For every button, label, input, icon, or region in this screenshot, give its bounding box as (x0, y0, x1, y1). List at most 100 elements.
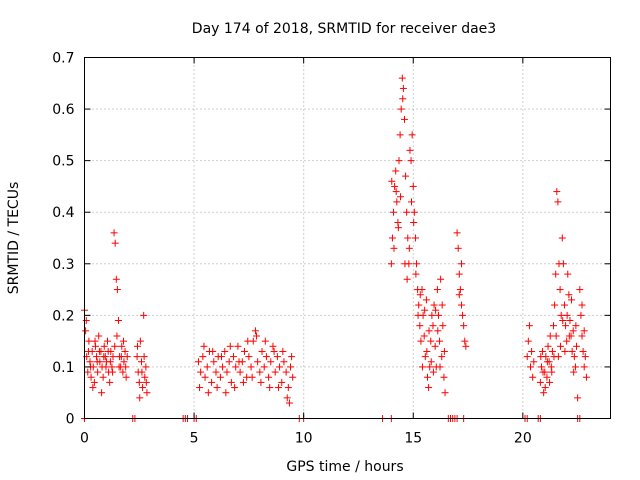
data-point (279, 347, 287, 355)
data-point (95, 332, 103, 340)
data-point (440, 347, 448, 355)
data-point (282, 368, 290, 376)
data-point (428, 311, 436, 319)
data-point (95, 347, 103, 355)
data-point (109, 368, 117, 376)
data-points (81, 74, 590, 422)
data-point (271, 368, 279, 376)
data-point (133, 353, 141, 361)
data-point (261, 337, 269, 345)
data-point (576, 286, 584, 294)
data-point (219, 363, 227, 371)
x-tick-label: 0 (80, 431, 89, 447)
data-point (199, 353, 207, 361)
data-point (122, 363, 130, 371)
data-point (110, 229, 118, 237)
data-point (120, 337, 128, 345)
data-point (91, 337, 99, 345)
data-point (136, 394, 144, 402)
data-point (434, 327, 442, 335)
data-point (410, 219, 418, 227)
data-point (551, 301, 559, 309)
data-point (122, 373, 130, 381)
data-point (212, 368, 220, 376)
data-point (528, 347, 536, 355)
data-point (121, 347, 129, 355)
data-point (115, 363, 123, 371)
data-point (581, 353, 589, 361)
data-point (436, 337, 444, 345)
data-point (273, 353, 281, 361)
data-point (269, 342, 277, 350)
data-point (98, 389, 106, 397)
x-tick-label: 5 (190, 431, 199, 447)
data-point (253, 332, 261, 340)
data-point (89, 384, 97, 392)
data-point (288, 353, 296, 361)
data-point (257, 378, 265, 386)
data-point (544, 342, 552, 350)
data-point (562, 322, 570, 330)
data-point (111, 342, 119, 350)
data-point (543, 358, 551, 366)
data-point (548, 368, 556, 376)
data-point (418, 363, 426, 371)
data-point (457, 301, 465, 309)
data-point (248, 373, 256, 381)
data-point (137, 358, 145, 366)
data-point (276, 363, 284, 371)
data-point (560, 301, 568, 309)
data-point (427, 358, 435, 366)
data-point (523, 353, 531, 361)
data-point (529, 373, 537, 381)
data-point (85, 337, 93, 345)
data-point (201, 373, 209, 381)
data-point (407, 157, 415, 165)
data-point (397, 105, 405, 113)
data-point (267, 358, 275, 366)
data-point (227, 378, 235, 386)
data-point (236, 368, 244, 376)
data-point (108, 363, 116, 371)
data-point (221, 347, 229, 355)
data-point (140, 311, 148, 319)
data-point (407, 198, 415, 206)
data-point (552, 270, 560, 278)
data-point (578, 332, 586, 340)
data-point (406, 146, 414, 154)
data-point (392, 188, 400, 196)
data-point (209, 347, 217, 355)
y-tick-label: 0.4 (52, 205, 74, 221)
data-point (411, 234, 419, 242)
data-point (208, 378, 216, 386)
data-point (388, 234, 396, 242)
data-point (106, 358, 114, 366)
data-point (142, 378, 150, 386)
data-point (399, 95, 407, 103)
y-tick-label: 0.7 (52, 51, 74, 67)
data-point (421, 306, 429, 314)
data-point (289, 373, 297, 381)
data-point (283, 394, 291, 402)
data-point (112, 275, 120, 283)
data-point (90, 378, 98, 386)
data-point (230, 353, 238, 361)
data-point (552, 332, 560, 340)
data-point (194, 358, 202, 366)
data-point (204, 389, 212, 397)
data-point (459, 311, 467, 319)
data-point (196, 384, 204, 392)
data-point (260, 363, 268, 371)
data-point (140, 353, 148, 361)
data-point (580, 363, 588, 371)
data-point (399, 84, 407, 92)
data-point (235, 358, 243, 366)
data-point (455, 291, 463, 299)
data-point (142, 363, 150, 371)
y-tick-label: 0.5 (52, 154, 74, 170)
data-point (566, 317, 574, 325)
data-point (563, 337, 571, 345)
x-axis-label: GPS time / hours (286, 459, 403, 475)
data-point (394, 224, 402, 232)
